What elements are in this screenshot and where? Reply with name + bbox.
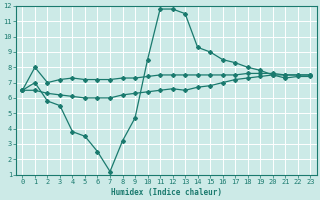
X-axis label: Humidex (Indice chaleur): Humidex (Indice chaleur)	[111, 188, 222, 197]
